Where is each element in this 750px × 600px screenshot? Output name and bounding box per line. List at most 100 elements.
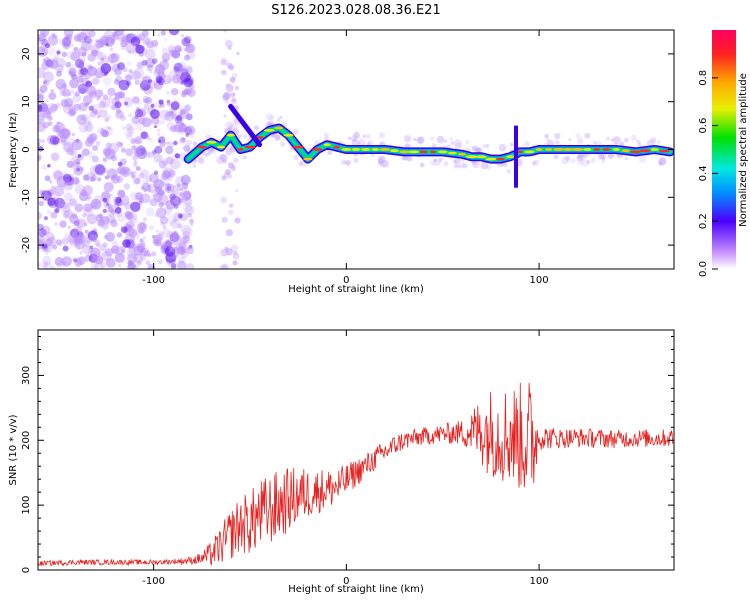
noise-point (159, 175, 170, 186)
noise-point (118, 92, 124, 98)
noise-point (178, 256, 186, 264)
noise-point (111, 248, 116, 253)
noise-point (169, 125, 177, 133)
track-halo (444, 139, 447, 143)
noise-point (145, 58, 155, 68)
noise-point (165, 199, 176, 210)
noise-point (77, 256, 86, 266)
noise-point (56, 50, 61, 55)
noise-point (169, 49, 176, 56)
noise-point (180, 240, 188, 248)
track-hotspot (602, 148, 611, 151)
noise-point (162, 228, 173, 239)
track-halo (419, 162, 425, 168)
track-halo (192, 141, 198, 146)
noise-point (160, 173, 169, 181)
track-halo (412, 137, 416, 141)
noise-point (173, 231, 177, 235)
noise-point (182, 68, 189, 75)
noise-point (143, 250, 151, 257)
noise-point (81, 52, 87, 57)
noise-point (160, 30, 166, 36)
noise-point (126, 263, 137, 269)
noise-point (102, 197, 108, 203)
noise-point (180, 188, 184, 192)
track-halo (472, 160, 477, 165)
y-tick-label: -10 (21, 189, 32, 205)
noise-point (87, 195, 92, 200)
noise-point (110, 104, 117, 111)
noise-point (100, 97, 111, 109)
noise-point (150, 103, 155, 108)
noise-point (71, 64, 75, 68)
track-hotspot (475, 155, 487, 159)
noise-point (183, 36, 192, 45)
noise-point (232, 250, 238, 256)
noise-point (172, 218, 177, 223)
noise-point (153, 192, 163, 202)
noise-point (92, 145, 99, 151)
track-halo (599, 153, 607, 160)
noise-point (178, 123, 188, 133)
noise-point (182, 227, 193, 238)
noise-point (83, 240, 91, 248)
noise-point (134, 115, 139, 119)
noise-point (163, 224, 166, 227)
noise-point (77, 154, 82, 158)
noise-point (116, 212, 127, 223)
noise-point (135, 44, 145, 54)
noise-point (83, 35, 92, 44)
noise-point (162, 182, 167, 186)
y-tick-label: -20 (21, 237, 32, 253)
track-halo (638, 155, 647, 164)
y-tick-label: 0 (21, 146, 32, 152)
track-hotspot (361, 148, 371, 151)
track-hotspot (516, 150, 524, 154)
track-halo (454, 139, 462, 148)
noise-point (69, 89, 75, 95)
noise-point (112, 196, 120, 204)
noise-point (185, 125, 195, 136)
noise-point (41, 164, 48, 171)
noise-point (117, 91, 126, 99)
noise-point (125, 123, 133, 131)
noise-point (94, 70, 103, 79)
track-hotspot (283, 133, 294, 137)
snr-panel: -100 0 100 0 100 200 300 Height of straight li… (8, 329, 675, 595)
noise-point (184, 197, 193, 206)
noise-point (157, 194, 169, 206)
track-hotspot (341, 148, 352, 151)
track-halo (636, 139, 641, 144)
noise-point (96, 74, 101, 79)
noise-point (71, 232, 78, 238)
y-tick-label: 300 (21, 366, 32, 385)
noise-point (52, 33, 58, 39)
noise-point (119, 142, 123, 146)
noise-point (136, 60, 145, 70)
noise-point (219, 264, 228, 269)
noise-point (59, 220, 67, 228)
noise-point (138, 228, 145, 235)
track-halo (565, 155, 571, 161)
snr-x-label: Height of straight line (km) (288, 584, 424, 595)
noise-point (232, 252, 240, 260)
noise-point (97, 177, 102, 182)
noise-point (173, 66, 180, 73)
noise-point (180, 71, 191, 83)
track-halo (554, 139, 560, 145)
noise-point (120, 226, 128, 234)
noise-point (115, 140, 122, 147)
noise-point (68, 198, 77, 207)
noise-point (178, 197, 184, 204)
track-halo (198, 155, 205, 163)
noise-point (177, 48, 182, 52)
noise-point (140, 169, 149, 178)
noise-point (64, 232, 71, 239)
noise-point (70, 43, 74, 47)
track-halo (271, 135, 275, 139)
track-halo (238, 134, 242, 139)
noise-point (122, 67, 128, 73)
noise-point (84, 138, 94, 147)
noise-point (114, 30, 125, 36)
